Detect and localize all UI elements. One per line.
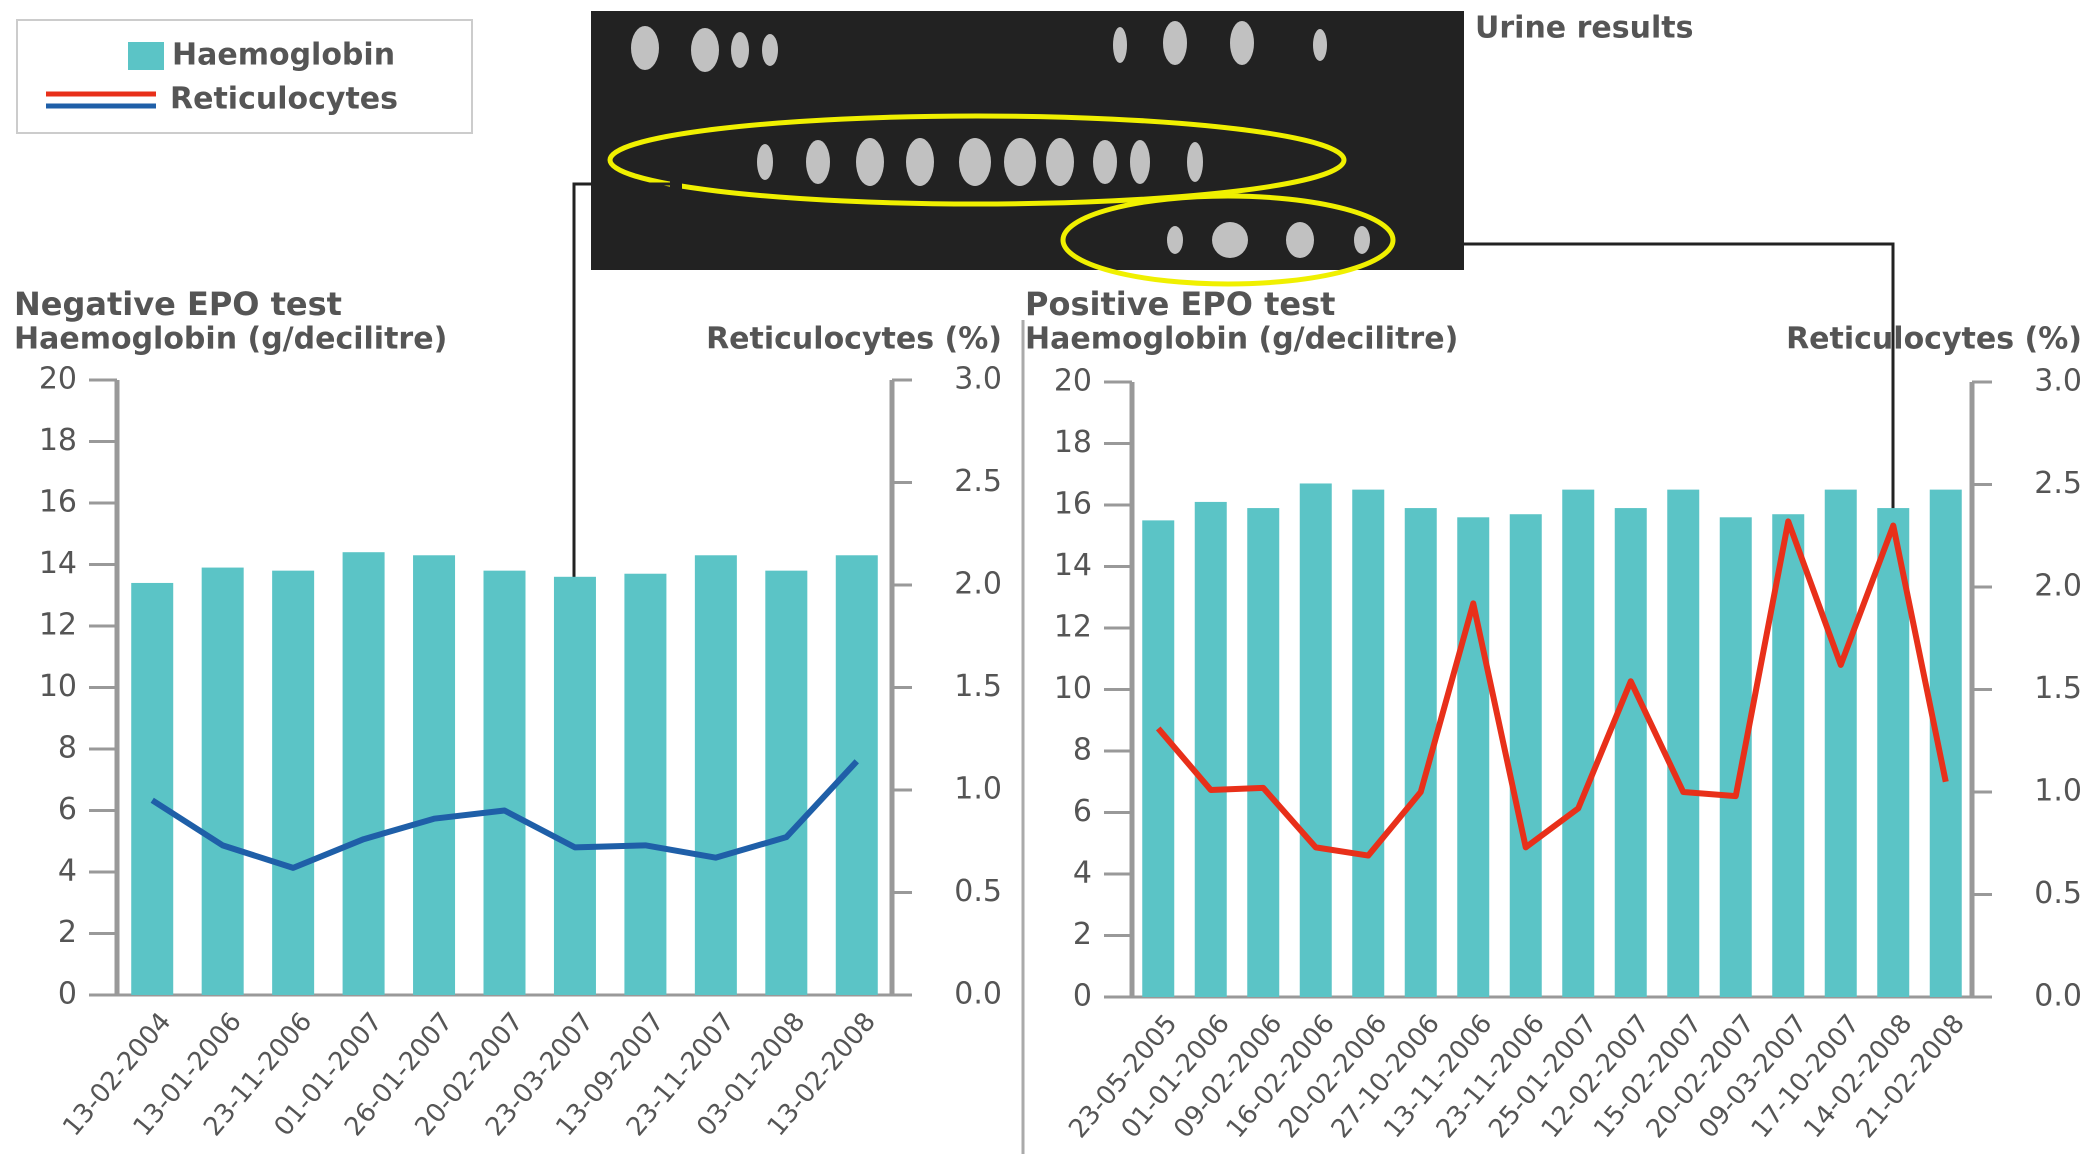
bar [765,571,807,995]
bar [1667,490,1699,997]
bar [1562,490,1594,997]
y-tick-label: 16 [1054,487,1092,522]
bar [1930,490,1962,997]
legend-label: Haemoglobin [172,38,395,73]
chart-title: Negative EPO test [14,285,342,323]
y-tick-label: 12 [1054,610,1092,645]
y-tick-label: 14 [39,546,77,581]
y-tick-label: 18 [1054,425,1092,460]
y-tick-label: 0 [58,977,77,1012]
y2-tick-label: 1.0 [2034,774,2082,809]
bar [1247,508,1279,997]
chart: Urine results Haemoglobin Reticulocytes … [0,0,2093,1154]
y2-tick-label: 2.0 [2034,569,2082,604]
y-axis-label: Haemoglobin (g/decilitre) [1025,322,1458,357]
y-tick-label: 18 [39,423,77,458]
legend-swatch [128,42,164,70]
y-tick-label: 2 [1073,917,1092,952]
page: {"chart_data": [ {"type": "bar-line", "t… [0,0,2093,1154]
y2-tick-label: 3.0 [2034,364,2082,399]
y-tick-label: 8 [1073,733,1092,768]
y2-tick-label: 0.5 [2034,876,2082,911]
gel-image [591,11,1464,284]
bar [202,568,244,995]
bar [343,552,385,995]
y2-axis-label: Reticulocytes (%) [706,322,1002,357]
image-caption: Urine results [1475,11,1693,46]
y-tick-label: 20 [1054,364,1092,399]
y-tick-label: 2 [58,915,77,950]
y-tick-label: 4 [1073,856,1092,891]
y2-tick-label: 0.5 [954,874,1002,909]
bar [1300,483,1332,997]
y-axis-label: Haemoglobin (g/decilitre) [14,322,447,357]
y2-tick-label: 1.5 [2034,671,2082,706]
y-tick-label: 6 [1073,794,1092,829]
y2-tick-label: 2.5 [954,464,1002,499]
bar [272,571,314,995]
chart-title: Positive EPO test [1025,285,1335,323]
bar [1142,520,1174,997]
y2-tick-label: 0.0 [954,977,1002,1012]
bar [484,571,526,995]
y-tick-label: 20 [39,362,77,397]
bar [1195,502,1227,997]
y-tick-label: 10 [39,669,77,704]
bar [554,577,596,995]
bar [413,555,455,995]
connector-end [670,178,682,190]
bar [131,583,173,995]
connector-end [1424,238,1436,250]
bar [1615,508,1647,997]
bar [1510,514,1542,997]
legend: Haemoglobin Reticulocytes [17,20,472,133]
y2-tick-label: 1.5 [954,669,1002,704]
bar [1352,490,1384,997]
bar [695,555,737,995]
bar [624,574,666,995]
y2-axis-label: Reticulocytes (%) [1786,322,2082,357]
y-tick-label: 14 [1054,548,1092,583]
y-tick-label: 6 [58,792,77,827]
y2-tick-label: 3.0 [954,362,1002,397]
bar [1825,490,1857,997]
y-tick-label: 10 [1054,671,1092,706]
y2-tick-label: 2.0 [954,567,1002,602]
y2-tick-label: 0.0 [2034,979,2082,1014]
y-tick-label: 12 [39,608,77,643]
y-tick-label: 8 [58,731,77,766]
bar [1720,517,1752,997]
y-tick-label: 4 [58,854,77,889]
bar [1457,517,1489,997]
y-tick-label: 0 [1073,979,1092,1014]
y-tick-label: 16 [39,485,77,520]
y2-tick-label: 1.0 [954,772,1002,807]
y2-tick-label: 2.5 [2034,466,2082,501]
legend-label: Reticulocytes [170,82,398,117]
